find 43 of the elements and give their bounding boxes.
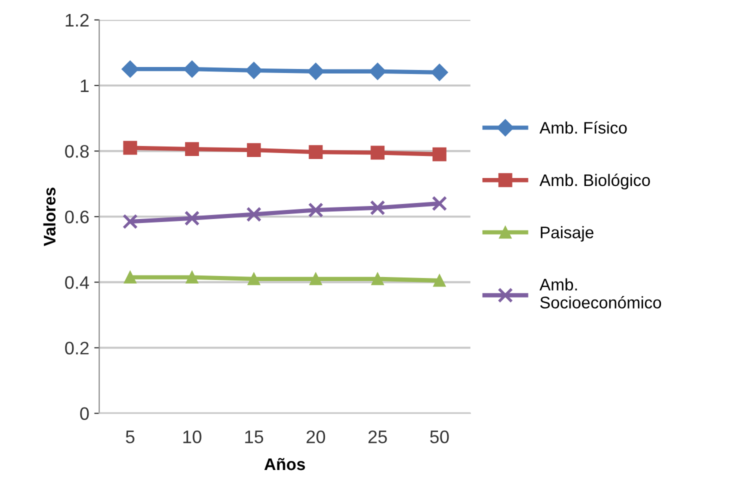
point: [430, 64, 448, 81]
point: [370, 200, 386, 216]
point: [246, 143, 261, 158]
point: [186, 271, 198, 284]
x-tick-label: 5: [126, 430, 134, 444]
legend-label: Amb. Biológico: [540, 174, 650, 190]
point: [185, 142, 199, 156]
y-tick-label: 0.4: [65, 276, 89, 289]
legend-label: Amb. Socioeconómico: [540, 278, 662, 308]
point: [124, 271, 136, 284]
x-tick-label: 15: [245, 430, 264, 444]
point: [433, 274, 446, 287]
point: [371, 272, 384, 286]
x-axis-title: Años: [264, 458, 305, 470]
point: [184, 210, 200, 226]
point: [122, 214, 138, 230]
point: [248, 272, 260, 286]
y-tick-label: 0.8: [65, 144, 89, 158]
point: [246, 206, 262, 222]
x-tick-label: 10: [183, 430, 202, 444]
y-tick-label: 0.2: [65, 342, 89, 354]
point: [307, 62, 324, 80]
point: [245, 62, 262, 79]
legend-label: Amb. Físico: [540, 121, 627, 134]
y-tick-label: 1.2: [66, 14, 89, 26]
point: [308, 145, 323, 159]
y-axis-title: Valores: [43, 188, 56, 246]
point: [432, 147, 446, 162]
point: [370, 146, 385, 160]
point: [309, 272, 322, 286]
legend-label: Paisaje: [540, 226, 594, 242]
x-tick-label: 50: [430, 430, 449, 444]
y-tick-label: 0.6: [65, 210, 89, 224]
y-tick-label: 1: [80, 80, 89, 92]
point: [369, 62, 386, 80]
x-tick-label: 25: [368, 430, 387, 444]
point: [123, 140, 138, 155]
y-tick-label: 0: [80, 407, 89, 420]
point: [122, 60, 139, 78]
point: [432, 196, 448, 212]
point: [183, 60, 201, 78]
point: [308, 202, 324, 218]
x-tick-label: 20: [306, 430, 326, 444]
